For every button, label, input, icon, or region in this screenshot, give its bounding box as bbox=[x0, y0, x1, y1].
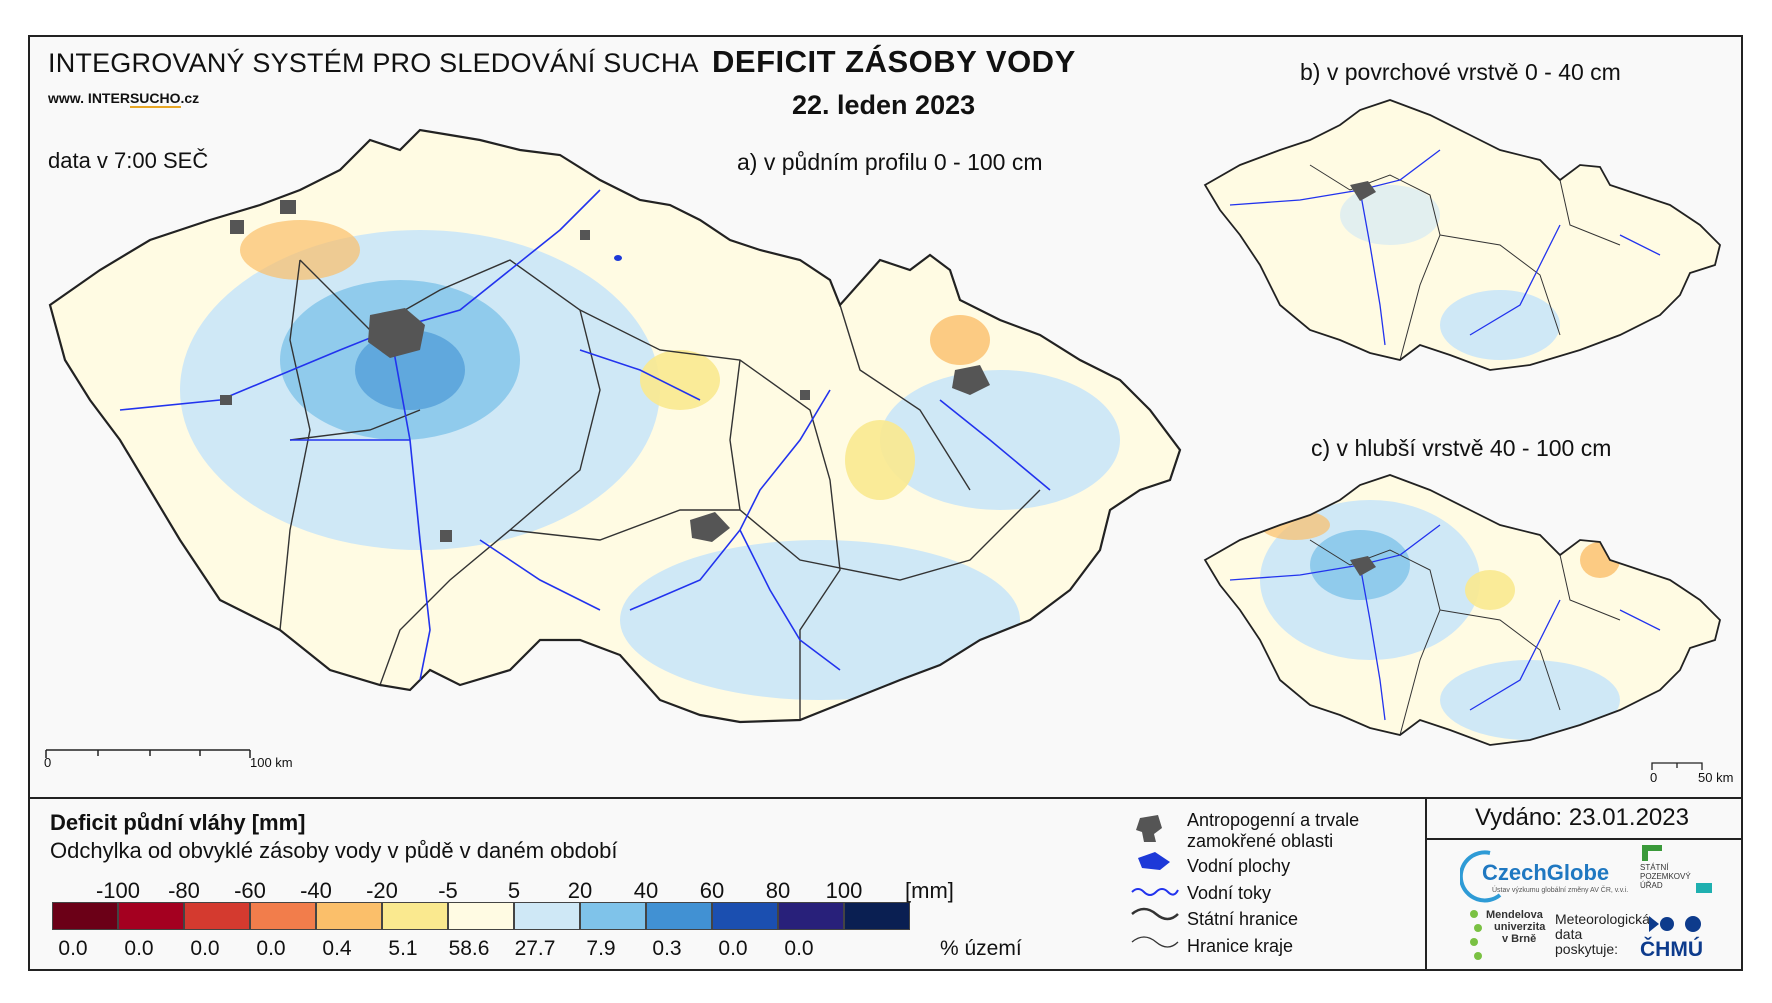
scale-c-end: 50 km bbox=[1698, 770, 1734, 785]
legend-percentage: 58.6 bbox=[448, 937, 490, 960]
legend-break-label: -20 bbox=[366, 878, 398, 903]
legend-swatch bbox=[316, 902, 382, 930]
scale-a-end: 100 km bbox=[250, 755, 293, 770]
legend-swatch bbox=[118, 902, 184, 930]
main-date: 22. leden 2023 bbox=[792, 90, 976, 120]
legend-title: Deficit půdní vláhy [mm] bbox=[50, 810, 306, 835]
map-c-label: c) v hlubší vrstvě 40 - 100 cm bbox=[1311, 435, 1612, 461]
mendel-logo-icon bbox=[1470, 910, 1482, 960]
legend-percentage: 5.1 bbox=[388, 937, 418, 960]
legend-percentage: 0.0 bbox=[58, 937, 88, 960]
legend-break-label: 20 bbox=[567, 878, 593, 903]
river-icon bbox=[1131, 888, 1179, 896]
legend-swatch bbox=[250, 902, 316, 930]
legend-percentage: 0.0 bbox=[718, 937, 748, 960]
region-border-icon bbox=[1131, 936, 1179, 948]
legend-swatch bbox=[844, 902, 910, 930]
symbol-rivers-label: Vodní toky bbox=[1187, 883, 1272, 903]
legend-swatch bbox=[184, 902, 250, 930]
legend-break-label: 60 bbox=[699, 878, 725, 903]
legend-percentage: 0.0 bbox=[256, 937, 286, 960]
map-c bbox=[1204, 474, 1721, 770]
legend-break-label: -40 bbox=[300, 878, 332, 903]
legend-unit: [mm] bbox=[905, 878, 954, 903]
spu-logo-icon bbox=[1642, 845, 1712, 893]
website-link[interactable]: www. INTERSUCHO.cz bbox=[48, 90, 200, 108]
czechglobe-subtitle: Ústav výzkumu globální změny AV ČR, v.v.… bbox=[1492, 887, 1629, 894]
symbol-legend-icons bbox=[1131, 815, 1179, 948]
legend-swatch bbox=[580, 902, 646, 930]
legend-break-label: -60 bbox=[234, 878, 266, 903]
legend-percentage: 27.7 bbox=[514, 937, 556, 960]
legend-break-label: -80 bbox=[168, 878, 200, 903]
chmu-logo-icon bbox=[1649, 916, 1701, 932]
symbol-water-label: Vodní plochy bbox=[1187, 856, 1291, 876]
spu-logo: STÁTNÍ POZEMKOVÝ ÚŘAD bbox=[1640, 863, 1691, 890]
legend-break-label: 100 bbox=[825, 878, 863, 903]
issued-divider bbox=[1425, 838, 1743, 840]
legend-swatch bbox=[712, 902, 778, 930]
czechglobe-logo-icon bbox=[1460, 850, 1502, 903]
legend-swatch bbox=[382, 902, 448, 930]
map-b bbox=[1204, 99, 1721, 371]
legend-break-label: -100 bbox=[95, 878, 141, 903]
meteo-data-label: Meteorologická data poskytuje: bbox=[1555, 911, 1650, 957]
symbol-region-border-label: Hranice kraje bbox=[1187, 936, 1294, 956]
legend-swatch bbox=[52, 902, 118, 930]
main-title: DEFICIT ZÁSOBY VODY bbox=[712, 44, 1076, 79]
data-time: data v 7:00 SEČ bbox=[48, 148, 209, 173]
urban-icon bbox=[1136, 815, 1162, 842]
legend-break-label: 80 bbox=[765, 878, 791, 903]
map-a bbox=[45, 128, 1182, 758]
legend-pct-unit: % území bbox=[940, 937, 1022, 960]
legend-swatch bbox=[646, 902, 712, 930]
symbol-urban-label: Antropogenní a trvale zamokřené oblasti bbox=[1187, 810, 1360, 851]
state-border-icon bbox=[1131, 907, 1179, 921]
czechglobe-logo: CzechGlobe bbox=[1482, 860, 1610, 885]
legend-percentage: 0.0 bbox=[124, 937, 154, 960]
system-title: INTEGROVANÝ SYSTÉM PRO SLEDOVÁNÍ SUCHA bbox=[48, 48, 699, 78]
legend-break-label: 5 bbox=[507, 878, 521, 903]
scale-c-zero: 0 bbox=[1650, 770, 1658, 785]
scale-a-zero: 0 bbox=[44, 755, 52, 770]
legend-swatch bbox=[778, 902, 844, 930]
legend-swatch bbox=[514, 902, 580, 930]
mendel-logo: Mendelova univerzita v Brně bbox=[1486, 909, 1546, 945]
legend-percentage: 0.3 bbox=[652, 937, 682, 960]
legend-subtitle: Odchylka od obvyklé zásoby vody v půdě v… bbox=[50, 838, 618, 863]
legend-percentage: 0.0 bbox=[190, 937, 220, 960]
legend-percentage: 0.4 bbox=[322, 937, 352, 960]
issued-date: Vydáno: 23.01.2023 bbox=[1475, 804, 1689, 831]
legend-percentage: 0.0 bbox=[784, 937, 814, 960]
footer-divider bbox=[1425, 797, 1427, 971]
legend-percentage: 7.9 bbox=[586, 937, 616, 960]
map-b-label: b) v povrchové vrstvě 0 - 40 cm bbox=[1300, 59, 1621, 85]
symbol-state-border-label: Státní hranice bbox=[1187, 909, 1299, 929]
legend-swatch bbox=[448, 902, 514, 930]
legend-break-label: 40 bbox=[633, 878, 659, 903]
chmu-logo: ČHMÚ bbox=[1640, 938, 1703, 961]
legend-divider bbox=[28, 797, 1743, 799]
water-body-icon bbox=[1138, 852, 1170, 870]
map-a-label: a) v půdním profilu 0 - 100 cm bbox=[737, 149, 1043, 175]
legend-break-label: -5 bbox=[438, 878, 458, 903]
